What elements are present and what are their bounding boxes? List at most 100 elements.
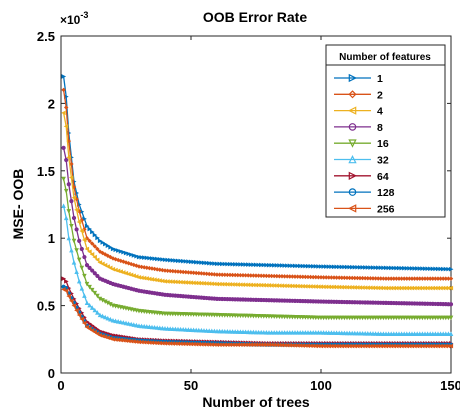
data-point <box>316 264 321 269</box>
data-point <box>446 266 451 272</box>
data-point <box>121 320 126 325</box>
legend-label: 1 <box>377 73 383 85</box>
data-point <box>79 228 84 234</box>
data-point <box>443 266 449 272</box>
data-point <box>204 328 209 333</box>
data-point <box>407 315 412 321</box>
data-point <box>147 324 152 329</box>
data-point <box>391 265 397 271</box>
data-point <box>448 302 454 307</box>
data-point <box>68 175 74 180</box>
data-point <box>396 265 402 271</box>
data-point <box>401 331 407 337</box>
data-point <box>389 265 394 271</box>
data-point <box>113 247 119 253</box>
data-point <box>261 329 267 335</box>
data-point <box>188 259 194 265</box>
data-point <box>61 276 67 281</box>
legend-swatch-marker <box>348 73 358 83</box>
data-point <box>128 321 134 327</box>
data-point <box>313 264 319 269</box>
data-point <box>115 319 121 324</box>
data-point <box>318 330 324 335</box>
data-point <box>396 315 402 321</box>
data-point <box>74 269 79 274</box>
data-point <box>414 315 420 321</box>
data-point <box>113 318 118 324</box>
data-point <box>165 326 170 331</box>
data-point <box>230 329 235 334</box>
data-point <box>440 331 446 337</box>
data-point <box>129 252 134 257</box>
data-point <box>66 235 72 241</box>
data-point <box>225 261 230 267</box>
data-point <box>373 331 378 336</box>
legend-swatch-marker <box>348 139 357 148</box>
legend-box <box>325 44 446 218</box>
plot-area <box>60 35 452 374</box>
data-point <box>414 331 420 337</box>
data-point <box>183 259 189 264</box>
data-point <box>87 238 92 244</box>
data-point <box>378 331 384 336</box>
data-point <box>170 258 176 263</box>
data-point <box>258 329 264 335</box>
data-point <box>375 331 381 336</box>
data-point <box>61 87 66 93</box>
data-point <box>217 328 222 334</box>
data-point <box>61 74 67 79</box>
data-point <box>66 293 71 299</box>
data-point <box>324 264 329 269</box>
data-point <box>95 310 100 315</box>
data-point <box>79 265 85 271</box>
data-point <box>253 262 259 268</box>
legend-label: 64 <box>377 171 389 183</box>
data-point <box>357 265 363 270</box>
data-point <box>186 259 191 264</box>
data-point <box>375 315 381 321</box>
data-point <box>344 330 350 336</box>
data-point <box>264 330 269 335</box>
data-point <box>433 331 438 337</box>
data-point <box>352 315 358 321</box>
data-point <box>266 262 272 268</box>
data-point <box>362 331 368 336</box>
data-point <box>381 315 386 321</box>
data-point <box>63 188 69 194</box>
data-point <box>433 315 438 321</box>
data-point <box>245 329 251 335</box>
data-point <box>84 223 90 229</box>
data-point <box>196 260 202 265</box>
x-tick-label: 0 <box>57 378 64 393</box>
data-point <box>365 331 371 336</box>
y-tick-label: 0 <box>48 366 55 381</box>
data-point <box>204 260 210 266</box>
data-point <box>116 248 121 253</box>
data-point <box>74 227 79 232</box>
data-point <box>446 315 451 321</box>
data-point <box>378 265 384 271</box>
data-point <box>305 330 311 335</box>
data-point <box>123 260 129 265</box>
data-point <box>386 265 392 271</box>
data-point <box>240 329 246 334</box>
data-point <box>329 330 334 335</box>
data-point <box>347 315 352 321</box>
data-point <box>368 331 373 336</box>
data-point <box>274 263 280 268</box>
data-point <box>422 266 428 271</box>
data-point <box>222 328 228 334</box>
data-point <box>103 241 108 247</box>
data-point <box>355 264 360 270</box>
data-point <box>352 264 358 270</box>
data-point <box>191 259 197 265</box>
data-point <box>212 261 217 266</box>
data-point <box>420 266 425 271</box>
data-point <box>279 263 285 268</box>
data-point <box>64 279 69 284</box>
data-point <box>321 315 326 321</box>
data-point <box>435 315 441 321</box>
legend-item-32: 32 <box>334 155 389 167</box>
data-point <box>425 315 430 321</box>
data-point <box>415 266 420 271</box>
